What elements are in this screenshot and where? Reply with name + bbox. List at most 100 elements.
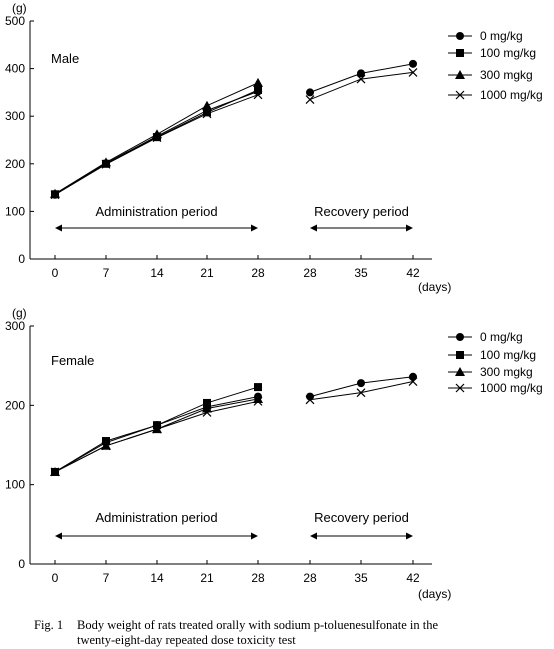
male-series-3-point xyxy=(152,133,162,143)
male-y-tick-label: 200 xyxy=(5,157,25,171)
male-series-3-point xyxy=(305,95,315,104)
male-legend-marker xyxy=(456,32,464,40)
female-period-arrow-recovery xyxy=(310,532,413,540)
female-legend-item-2: 300 mgkg xyxy=(448,365,533,379)
female-x-unit: (days) xyxy=(418,587,451,601)
female-y-tick-label: 300 xyxy=(5,319,25,333)
male-series-2 xyxy=(50,77,263,198)
female-period-arrow-recovery-head-left xyxy=(310,532,317,540)
male-x-tick-label: 0 xyxy=(52,266,59,280)
male-period-arrow-recovery-head-right xyxy=(406,224,413,232)
female-y-tick-label: 100 xyxy=(5,478,25,492)
female-series-3-point xyxy=(305,395,315,405)
female-x-tick-label: 14 xyxy=(150,571,164,585)
male-x-tick-label: 7 xyxy=(103,266,110,280)
male-series-3 xyxy=(50,67,418,200)
male-period-label-administration: Administration period xyxy=(95,204,217,219)
male-y-tick-label: 500 xyxy=(5,14,25,28)
female-series-3-point xyxy=(202,408,212,417)
male-chart: 0 100 200 300 400 500(g) 0 7 14 21 28 28 35 42(days) M… xyxy=(5,1,543,294)
male-x-tick-label: 35 xyxy=(354,266,368,280)
male-y-tick-label: 100 xyxy=(5,204,25,218)
female-series-3-point xyxy=(50,467,60,477)
female-legend-marker xyxy=(455,383,465,393)
figure-caption: Fig. 1 Body weight of rats treated orally… xyxy=(34,618,544,648)
male-legend-item-3: 1000 mg/kg xyxy=(448,88,543,102)
female-series-3-point xyxy=(408,377,418,386)
male-series-1 xyxy=(51,86,262,199)
female-series-3-point xyxy=(101,441,111,451)
male-legend-marker xyxy=(455,90,465,100)
male-y-unit: (g) xyxy=(12,1,27,15)
male-y-tick-label: 300 xyxy=(5,109,25,123)
male-series-2-point xyxy=(202,100,212,110)
male-legend-label: 0 mg/kg xyxy=(480,29,523,43)
female-legend-marker xyxy=(455,367,465,376)
male-period-label-recovery: Recovery period xyxy=(314,204,409,219)
male-series-3-point xyxy=(408,67,418,77)
female-legend-marker xyxy=(456,351,464,359)
female-x-tick-label: 42 xyxy=(406,571,420,585)
male-x-tick-label: 14 xyxy=(150,266,164,280)
female-y-tick-label: 200 xyxy=(5,398,25,412)
male-series-3-point xyxy=(50,190,60,200)
female-series-3 xyxy=(50,377,418,477)
male-period-arrow-administration xyxy=(55,224,258,232)
caption-line-2: twenty-eight-day repeated dose toxicity … xyxy=(77,633,296,647)
female-chart: 0 100 200 300(g) 0 7 14 21 28 28 35 42 (days) Female A… xyxy=(5,306,543,601)
male-legend-item-0: 0 mg/kg xyxy=(448,29,523,43)
female-x-tick-label: 28 xyxy=(251,571,265,585)
female-series-3-point xyxy=(152,424,162,434)
male-y-tick-label: 0 xyxy=(18,252,25,266)
female-period-arrow-administration xyxy=(55,532,258,540)
female-legend-label: 100 mg/kg xyxy=(480,348,536,362)
male-series-3-line-administration xyxy=(54,94,259,196)
male-period-arrow-administration-head-left xyxy=(55,224,62,232)
female-legend-label: 1000 mg/kg xyxy=(480,381,543,395)
female-x-tick-label: 28 xyxy=(303,571,317,585)
female-y-unit: (g) xyxy=(12,306,27,320)
female-series-3-point xyxy=(356,388,366,398)
male-period-arrow-administration-head-right xyxy=(251,224,258,232)
male-legend-label: 1000 mg/kg xyxy=(480,88,543,102)
male-legend-marker xyxy=(456,49,464,57)
female-series-2 xyxy=(50,393,263,476)
female-legend-item-3: 1000 mg/kg xyxy=(448,381,543,395)
male-series-1-point xyxy=(254,86,262,95)
male-series-3-point xyxy=(101,159,111,169)
female-series-3-point xyxy=(253,396,263,406)
female-legend-item-1: 100 mg/kg xyxy=(448,348,536,362)
female-x-tick-label: 35 xyxy=(354,571,368,585)
male-series-0-line-administration xyxy=(54,90,259,196)
male-series-3-point xyxy=(356,74,366,84)
male-series-0-point xyxy=(357,69,365,78)
female-series-2-point xyxy=(253,393,263,403)
figure-number: Fig. 1 xyxy=(34,618,64,632)
male-period-arrow-recovery xyxy=(310,224,413,232)
female-x-tick-label: 7 xyxy=(103,571,110,585)
male-panel-label: Male xyxy=(51,51,79,66)
female-series-2-line-administration xyxy=(54,398,259,473)
female-series-0-point xyxy=(357,379,365,388)
female-series-1-point xyxy=(254,383,262,392)
male-x-tick-label: 28 xyxy=(303,266,317,280)
male-x-tick-label: 28 xyxy=(251,266,265,280)
female-series-1-point xyxy=(203,398,211,407)
female-series-0 xyxy=(51,372,417,476)
male-x-tick-label: 42 xyxy=(406,266,420,280)
male-legend-item-2: 300 mgkg xyxy=(448,68,533,82)
male-series-3-point xyxy=(202,109,212,119)
female-legend-label: 300 mgkg xyxy=(480,365,533,379)
female-x-tick-label: 21 xyxy=(200,571,214,585)
male-legend-item-1: 100 mg/kg xyxy=(448,46,536,60)
male-series-0-point xyxy=(409,59,417,68)
male-series-2-point xyxy=(50,188,60,198)
female-y-tick-label: 0 xyxy=(18,557,25,571)
female-x-tick-label: 0 xyxy=(52,571,59,585)
female-series-3-line-administration xyxy=(54,400,259,473)
male-series-1-point xyxy=(203,108,211,117)
female-period-label-administration: Administration period xyxy=(95,510,217,525)
male-series-2-point xyxy=(101,157,111,167)
female-legend-marker xyxy=(456,333,464,341)
